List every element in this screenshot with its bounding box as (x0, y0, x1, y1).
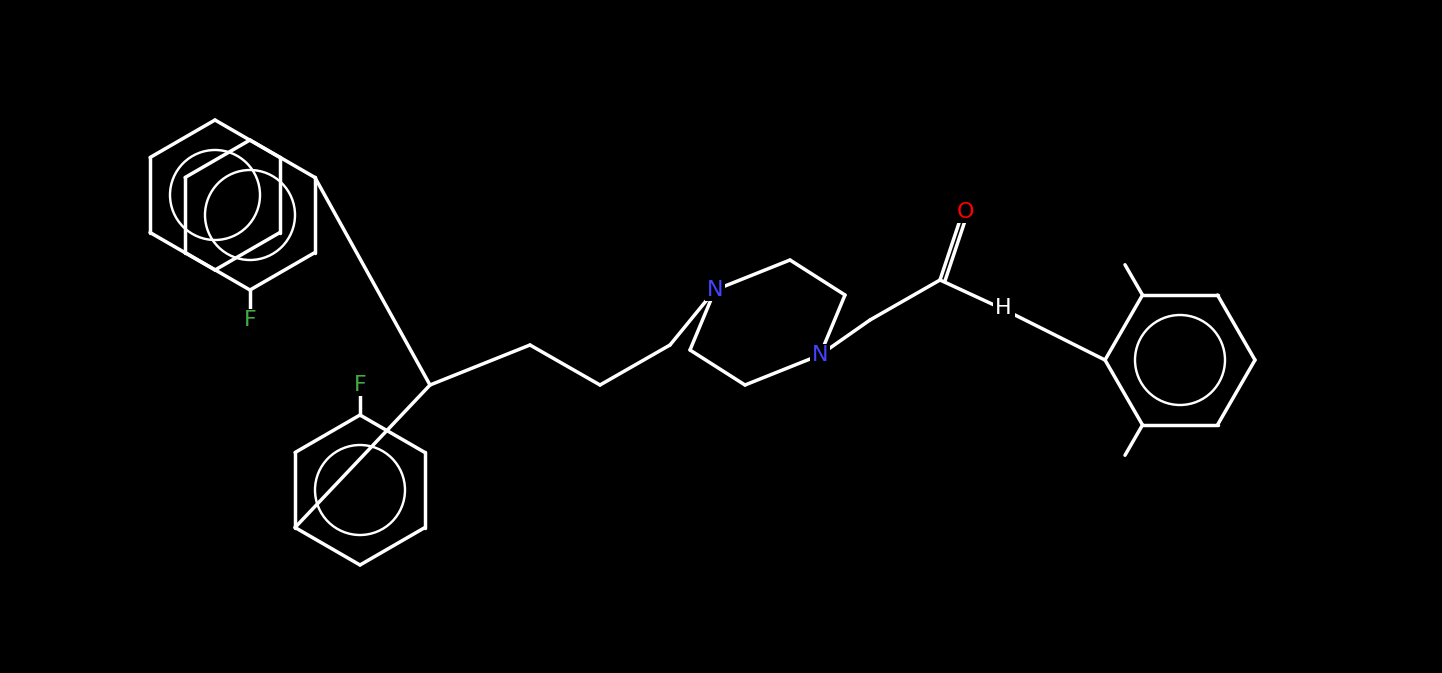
Text: O: O (956, 202, 973, 222)
Text: H: H (995, 298, 1011, 318)
Text: N: N (812, 345, 828, 365)
Text: F: F (353, 375, 366, 395)
Text: N: N (707, 280, 724, 300)
Text: H: H (996, 300, 1014, 320)
Text: F: F (244, 310, 257, 330)
